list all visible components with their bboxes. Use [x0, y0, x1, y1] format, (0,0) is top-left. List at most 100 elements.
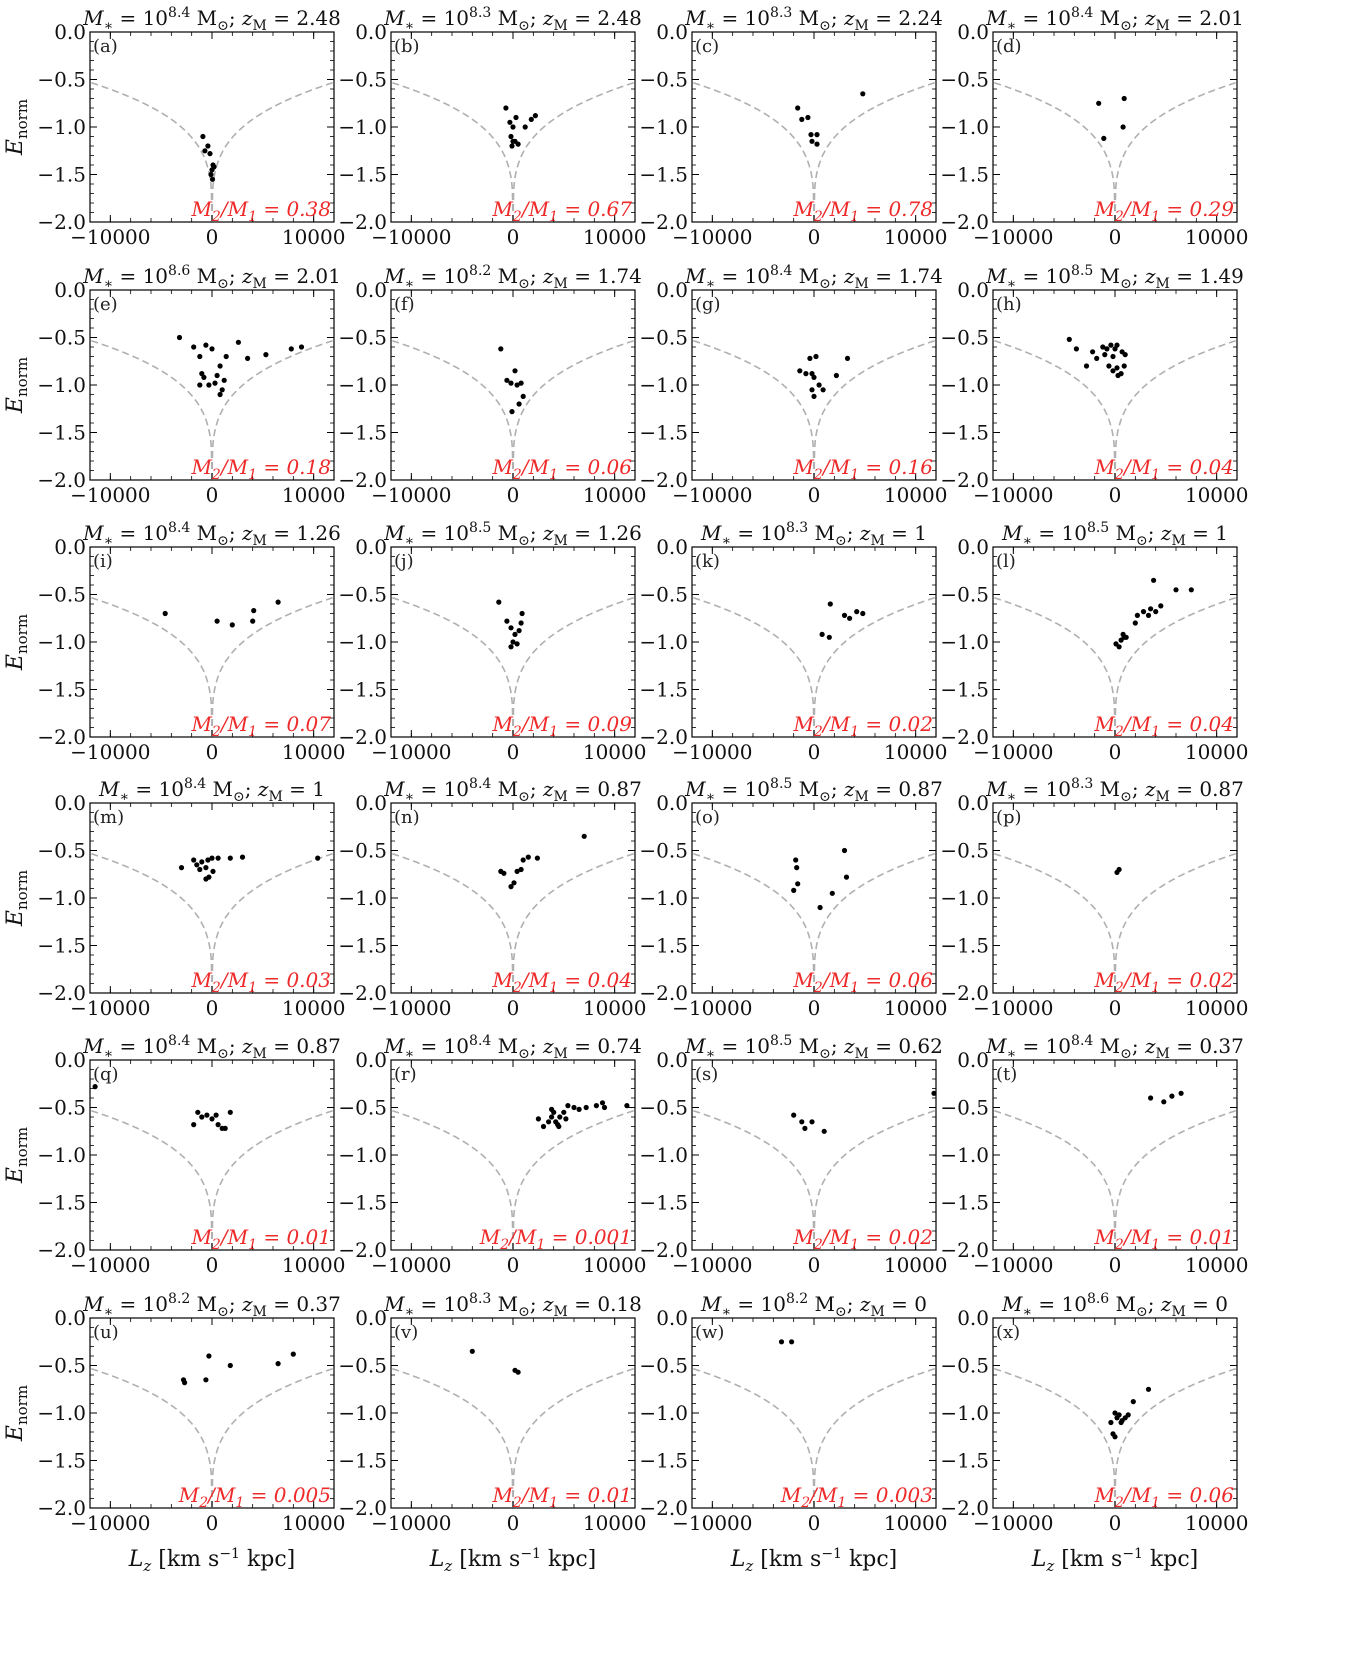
y-tick-label: −0.5 — [940, 68, 989, 92]
data-point — [1188, 587, 1194, 593]
data-point — [1173, 587, 1179, 593]
envelope-curve-left — [89, 596, 213, 738]
x-tick-label: 0 — [206, 1253, 219, 1277]
panel-q: 0.0 −0.5 −1.0 −1.5 −2.0−10000 0 10000 (q)M∗ = 1… — [37, 1033, 345, 1277]
envelope-curve-right — [813, 81, 937, 223]
y-tick-label: 0.0 — [54, 535, 86, 559]
panel-t: 0.0 −0.5 −1.0 −1.5 −2.0−10000 0 10000 (t)M∗ = 1… — [940, 1033, 1248, 1277]
panel-label: (x) — [996, 1322, 1020, 1343]
mass-ratio-label: M2/M1 = 0.06 — [1093, 1483, 1234, 1511]
x-tick-label: −10000 — [70, 225, 150, 249]
data-point — [501, 870, 507, 876]
mass-ratio-label: M2/M1 = 0.29 — [1093, 197, 1234, 225]
data-point — [214, 372, 220, 379]
x-tick-label: −10000 — [371, 225, 451, 249]
data-point — [820, 387, 826, 393]
x-tick-label: 10000 — [583, 225, 647, 249]
y-tick-label: −0.5 — [940, 326, 989, 350]
y-tick-label: −1.0 — [639, 630, 688, 654]
data-point — [1153, 609, 1159, 615]
data-point — [1066, 336, 1072, 342]
mass-ratio-label: M2/M1 = 0.01 — [491, 1483, 632, 1511]
panel-label: (e) — [93, 294, 118, 315]
data-point — [826, 634, 832, 640]
envelope-curve-left — [691, 81, 815, 223]
y-tick-label: −1.0 — [639, 115, 688, 139]
panel-w: 0.0 −0.5 −1.0 −1.5 −2.0−10000 0 10000 (w)M∗ = 1… — [639, 1291, 947, 1535]
envelope-curve-left — [89, 81, 213, 223]
data-point — [565, 1103, 571, 1109]
data-point — [802, 1125, 808, 1131]
panel-k: 0.0 −0.5 −1.0 −1.5 −2.0−10000 0 10000 (k)M∗ = 1… — [639, 520, 947, 764]
data-point — [1094, 355, 1100, 361]
data-point — [778, 1339, 785, 1345]
envelope-curve-left — [992, 1367, 1116, 1509]
panel-label: (g) — [695, 294, 721, 315]
panel-label: (m) — [93, 807, 124, 828]
y-axis-label: Enorm — [3, 1127, 31, 1184]
panel-label: (s) — [695, 1064, 718, 1085]
y-tick-label: 0.0 — [656, 278, 688, 302]
y-tick-label: 0.0 — [656, 535, 688, 559]
data-point — [202, 148, 208, 154]
panel-title: M∗ = 108.5 M⊙; zM = 1.26 — [383, 520, 642, 549]
x-tick-label: −10000 — [371, 996, 451, 1020]
data-point — [520, 393, 526, 399]
mass-ratio-label: M2/M1 = 0.003 — [780, 1483, 933, 1511]
panel-title: M∗ = 108.6 M⊙; zM = 0 — [1001, 1291, 1228, 1320]
mass-ratio-label: M2/M1 = 0.09 — [491, 712, 632, 740]
data-point — [522, 124, 528, 130]
y-tick-label: −1.5 — [940, 421, 989, 445]
panel-label: (k) — [695, 551, 720, 572]
data-point — [1118, 1419, 1124, 1426]
panel-title: M∗ = 108.4 M⊙; zM = 1.74 — [684, 263, 943, 292]
panel-e: 0.0 −0.5 −1.0 −1.5 −2.0−10000 0 10000 (e)M∗ = 1… — [37, 263, 345, 507]
data-point — [540, 1123, 547, 1130]
data-point — [576, 1106, 582, 1112]
envelope-curve-left — [89, 1109, 213, 1251]
y-tick-label: −0.5 — [338, 326, 387, 350]
envelope-curve-left — [691, 1367, 815, 1509]
y-tick-label: −0.5 — [37, 68, 86, 92]
data-point — [512, 631, 518, 638]
y-tick-label: 0.0 — [355, 1048, 387, 1072]
data-point — [844, 355, 851, 361]
data-point — [860, 610, 866, 617]
panel-o: 0.0 −0.5 −1.0 −1.5 −2.0−10000 0 10000 (o)M∗ = 1… — [639, 776, 947, 1020]
y-axis-label: Enorm — [3, 357, 31, 414]
x-tick-label: −10000 — [973, 1253, 1053, 1277]
data-point — [1100, 344, 1106, 350]
data-point — [275, 1361, 281, 1367]
y-tick-label: −0.5 — [338, 1096, 387, 1120]
data-point — [1116, 1412, 1122, 1418]
panel-j: 0.0 −0.5 −1.0 −1.5 −2.0−10000 0 10000 (j)M∗ = 1… — [338, 520, 646, 764]
y-tick-label: −2.0 — [338, 1238, 387, 1262]
y-tick-label: −2.0 — [940, 981, 989, 1005]
mass-ratio-label: M2/M1 = 0.18 — [190, 455, 331, 483]
envelope-curve-right — [813, 852, 937, 994]
data-point — [514, 868, 520, 875]
mass-ratio-label: M2/M1 = 0.04 — [491, 968, 632, 996]
data-point — [250, 618, 256, 624]
x-tick-label: −10000 — [672, 996, 752, 1020]
data-point — [1114, 342, 1120, 348]
y-tick-label: −2.0 — [639, 981, 688, 1005]
data-point — [833, 372, 840, 379]
y-tick-label: −1.0 — [940, 115, 989, 139]
panel-title: M∗ = 108.2 M⊙; zM = 1.74 — [383, 263, 642, 292]
data-point — [213, 1112, 219, 1118]
y-tick-label: −2.0 — [639, 725, 688, 749]
y-tick-label: 0.0 — [54, 1048, 86, 1072]
data-point — [210, 868, 216, 875]
data-point — [525, 854, 531, 860]
x-tick-label: −10000 — [973, 483, 1053, 507]
panel-title: M∗ = 108.4 M⊙; zM = 0.74 — [383, 1033, 642, 1062]
data-point — [227, 855, 233, 861]
data-point — [195, 1109, 201, 1115]
data-point — [208, 171, 214, 178]
data-point — [1106, 363, 1112, 369]
y-tick-label: −1.0 — [940, 886, 989, 910]
data-point — [1073, 346, 1079, 352]
data-point — [811, 393, 817, 399]
y-tick-label: −1.5 — [338, 163, 387, 187]
